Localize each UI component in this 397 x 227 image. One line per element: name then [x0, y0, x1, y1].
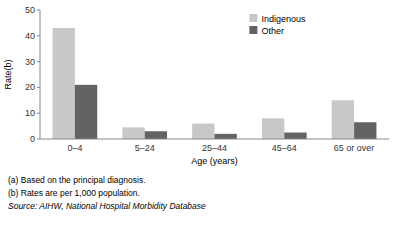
y-axis-label: Rate(b): [3, 59, 13, 89]
footnote: (a) Based on the principal diagnosis.: [8, 175, 146, 185]
bars: [53, 28, 377, 139]
legend-label: Indigenous: [261, 14, 306, 24]
bar: [192, 124, 214, 139]
bar: [145, 131, 167, 139]
x-tick-label: 5–24: [135, 143, 155, 153]
y-tick-label: 0: [30, 134, 35, 144]
x-axis-label: Age (years): [191, 156, 238, 166]
bar: [215, 134, 237, 139]
bar: [262, 118, 284, 139]
legend-swatch: [249, 26, 257, 34]
y-tick-label: 40: [25, 31, 35, 41]
legend: Indigenous Other: [249, 14, 306, 36]
y-tick-label: 20: [25, 82, 35, 92]
bar: [284, 133, 306, 139]
footnote: (b) Rates are per 1,000 population.: [8, 188, 140, 198]
legend-swatch: [249, 14, 257, 22]
footnote: Source: AIHW, National Hospital Morbidit…: [8, 201, 206, 211]
bar: [75, 85, 97, 139]
chart-svg: 0 10 20 30 40 50 0–4 5–24 25–44 45–64 65 or over Ag…: [0, 0, 397, 227]
legend-label: Other: [261, 26, 284, 36]
y-axis-line: [40, 10, 41, 139]
chart-container: 0 10 20 30 40 50 0–4 5–24 25–44 45–64 65 or over Ag…: [0, 0, 397, 227]
bar: [53, 28, 75, 139]
y-tick-label: 10: [25, 108, 35, 118]
y-tick-label: 30: [25, 57, 35, 67]
x-tick-label: 0–4: [67, 143, 82, 153]
bar: [122, 127, 144, 139]
bar: [354, 122, 376, 139]
x-tick-label: 25–44: [202, 143, 227, 153]
x-axis-line: [40, 139, 389, 140]
x-tick-label: 45–64: [272, 143, 297, 153]
x-tick-label: 65 or over: [334, 143, 375, 153]
bar: [332, 100, 354, 139]
y-tick-label: 50: [25, 5, 35, 15]
